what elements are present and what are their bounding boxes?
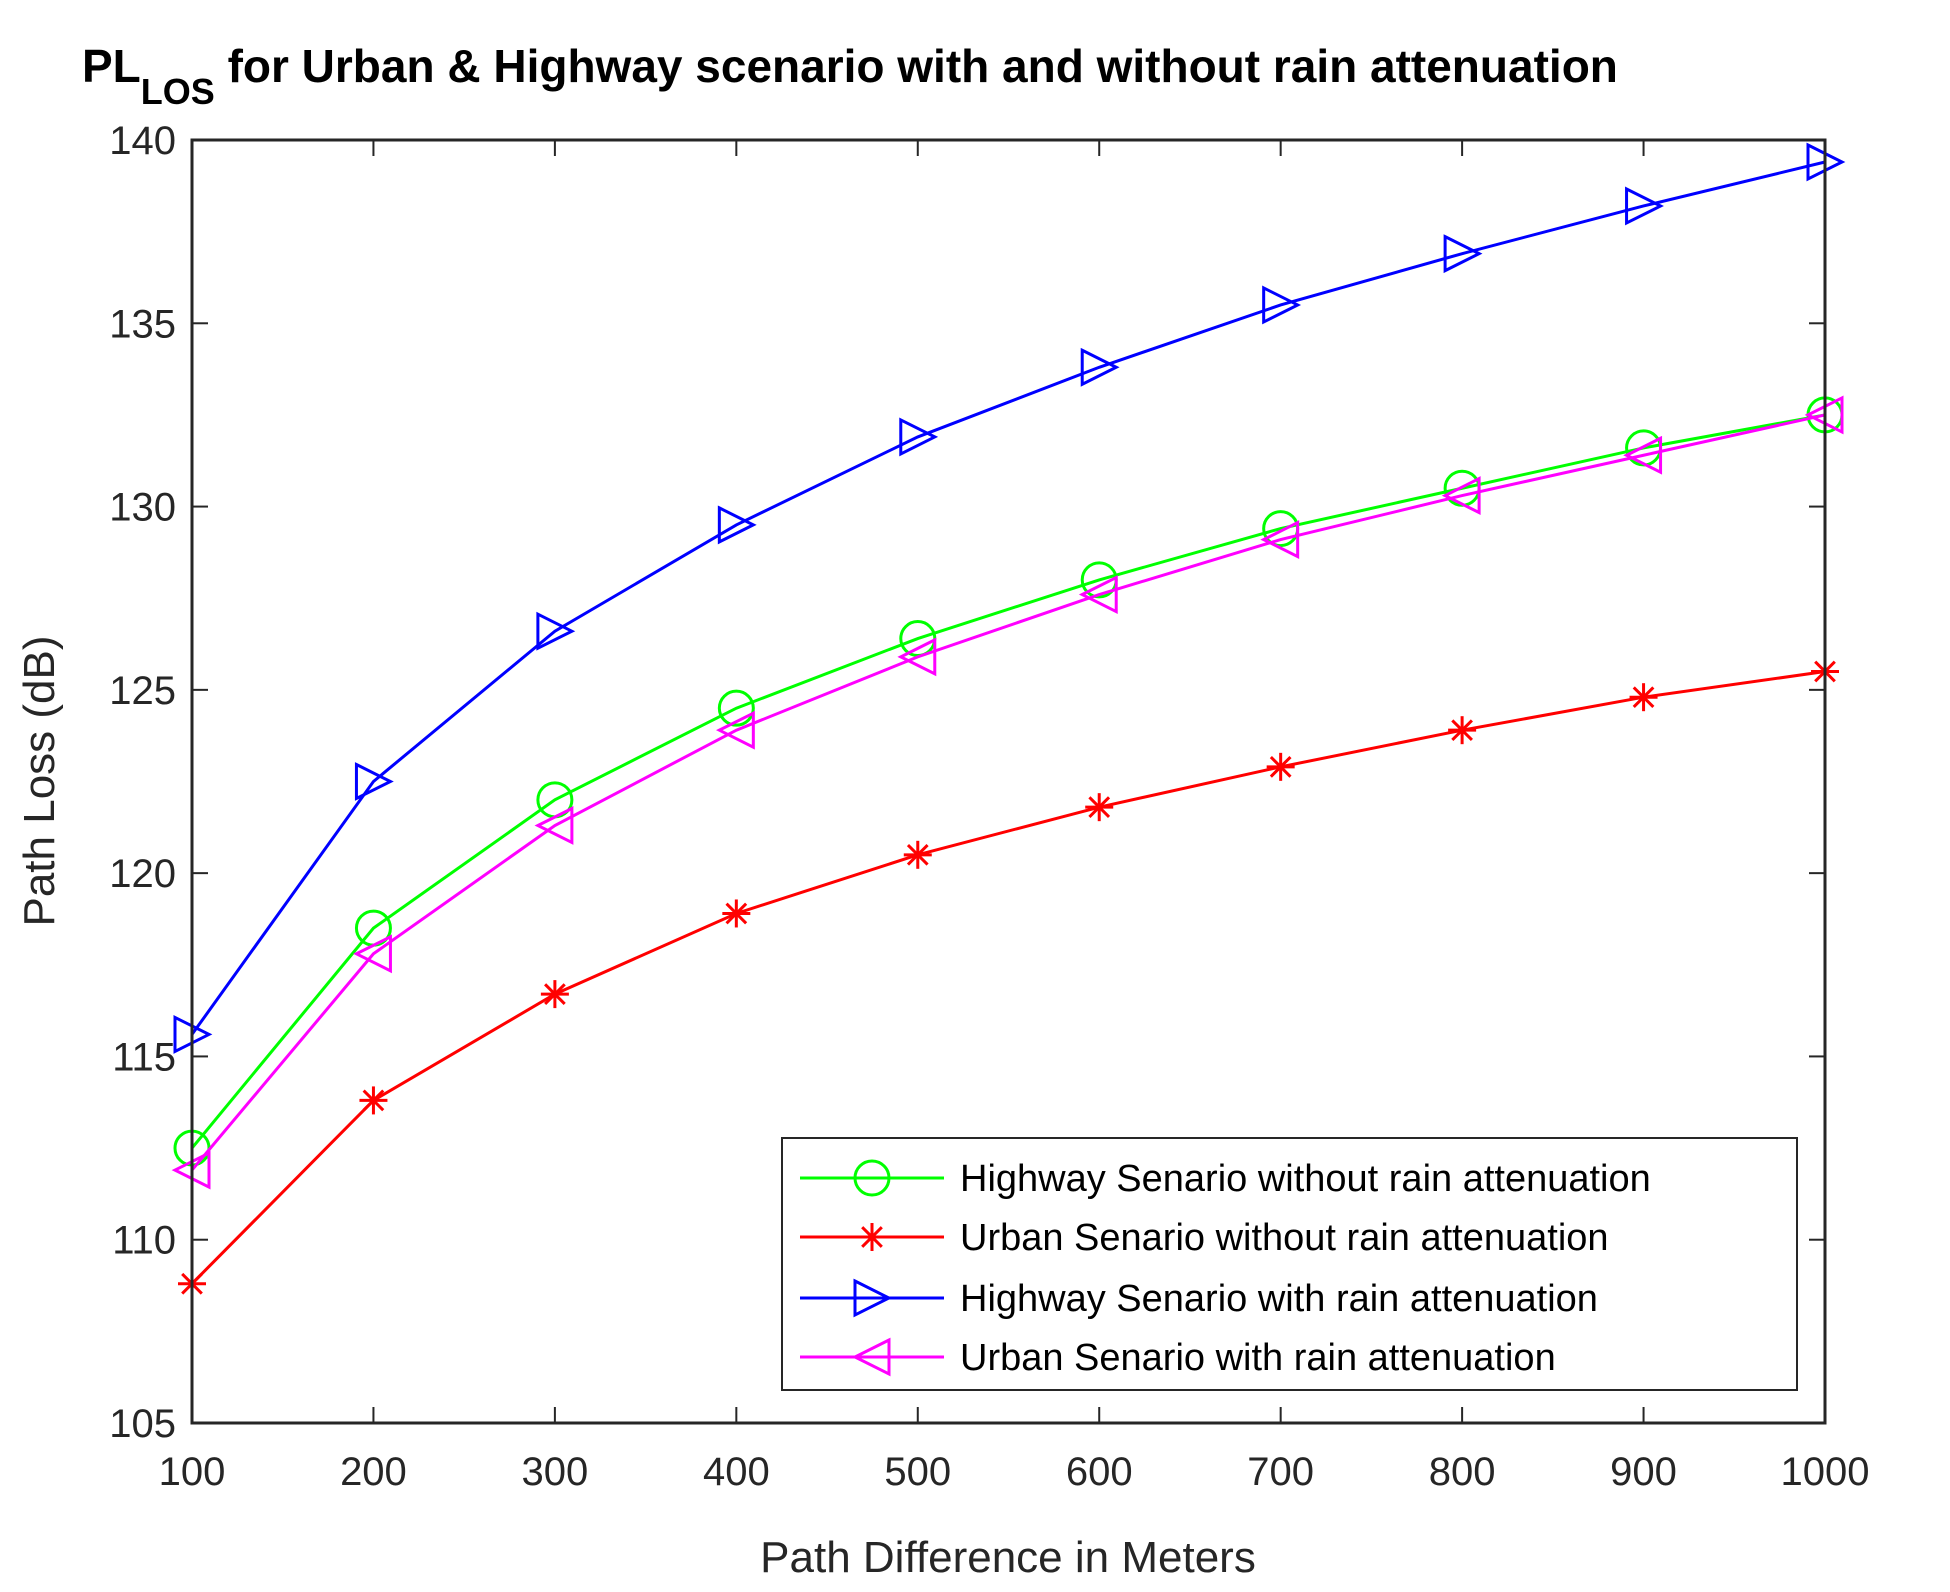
x-tick-label: 100: [159, 1450, 226, 1494]
series-1: [178, 657, 1839, 1298]
y-tick-label: 110: [112, 1219, 176, 1263]
data-point-marker: [715, 710, 755, 750]
data-point-marker: [1080, 347, 1120, 387]
data-point-marker: [353, 934, 392, 974]
y-tick-label: 105: [109, 1402, 176, 1446]
y-tick-label: 140: [109, 119, 176, 163]
legend-marker: [851, 1337, 891, 1377]
data-point-marker: [1266, 752, 1295, 781]
y-tick-label: 120: [109, 852, 176, 896]
y-axis-label: Path Loss (dB): [15, 635, 64, 926]
chart-title: PLLOS for Urban & Highway scenario with …: [82, 40, 1618, 112]
chart-title-main: PL: [82, 40, 141, 92]
x-tick-label: 500: [884, 1450, 951, 1494]
data-point-marker: [903, 840, 932, 869]
x-tick-label: 1000: [1781, 1450, 1870, 1494]
x-axis-label: Path Difference in Meters: [760, 1533, 1256, 1582]
series-2: [173, 142, 1846, 1054]
legend-entry: Urban Senario without rain attenuation: [800, 1217, 1609, 1259]
data-point-marker: [1078, 575, 1118, 614]
legend-marker: [853, 1278, 893, 1318]
x-tick-label: 300: [522, 1450, 589, 1494]
legend-label: Urban Senario with rain attenuation: [960, 1337, 1556, 1379]
chart-title-rest: for Urban & Highway scenario with and wi…: [215, 40, 1618, 92]
data-point-marker: [540, 980, 569, 1009]
legend-label: Highway Senario with rain attenuation: [960, 1278, 1598, 1320]
data-point-marker: [1625, 186, 1664, 226]
series-line: [190, 160, 1826, 1036]
data-point-marker: [717, 689, 755, 727]
x-tick-label: 700: [1247, 1450, 1314, 1494]
chart-title-subscript: LOS: [141, 71, 215, 112]
data-point-marker: [1448, 716, 1477, 745]
x-tick-label: 400: [703, 1450, 770, 1494]
legend-entry: Highway Senario with rain attenuation: [800, 1278, 1598, 1320]
data-point-marker: [897, 637, 937, 677]
data-point-marker: [899, 417, 939, 457]
data-point-marker: [1085, 793, 1114, 822]
data-point-marker: [354, 762, 394, 801]
y-tick-label: 125: [109, 669, 176, 713]
x-tick-label: 200: [340, 1450, 407, 1494]
data-point-marker: [1623, 435, 1663, 475]
series-line: [190, 413, 1826, 1172]
legend-marker: [853, 1159, 891, 1197]
data-point-marker: [1441, 476, 1481, 516]
y-tick-label: 115: [112, 1035, 176, 1079]
x-tick-label: 600: [1066, 1450, 1133, 1494]
data-point-marker: [1443, 234, 1483, 274]
legend-label: Highway Senario without rain attenuation: [960, 1158, 1651, 1200]
data-point-marker: [359, 1086, 388, 1115]
plot-area-frame: [190, 138, 1827, 1425]
series-line: [190, 413, 1826, 1150]
legend-label: Urban Senario without rain attenuation: [960, 1217, 1609, 1259]
legend-marker: [858, 1223, 886, 1251]
x-axis-ticks: 100 200 300 400 500 600 700 800 900 1000: [159, 140, 1870, 1494]
y-tick-label: 135: [109, 302, 176, 346]
series-layer: [171, 142, 1846, 1298]
legend: Highway Senario without rain attenuation…: [781, 1137, 1798, 1391]
x-tick-label: 900: [1610, 1450, 1677, 1494]
data-point-marker: [1629, 683, 1658, 712]
series-line: [190, 670, 1826, 1285]
data-point-marker: [1262, 285, 1302, 325]
legend-entry: Urban Senario with rain attenuation: [800, 1337, 1556, 1379]
y-tick-label: 130: [109, 486, 176, 530]
legend-entry: Highway Senario without rain attenuation: [800, 1158, 1651, 1200]
y-axis-ticks: 105 110 115 120 125 130 135 140: [109, 119, 1825, 1446]
data-point-marker: [534, 806, 574, 845]
data-point-marker: [717, 505, 757, 545]
legend-box: [781, 1137, 1798, 1391]
x-tick-label: 800: [1429, 1450, 1496, 1494]
data-point-marker: [536, 611, 576, 651]
data-point-marker: [722, 899, 751, 928]
data-point-marker: [1260, 520, 1300, 559]
